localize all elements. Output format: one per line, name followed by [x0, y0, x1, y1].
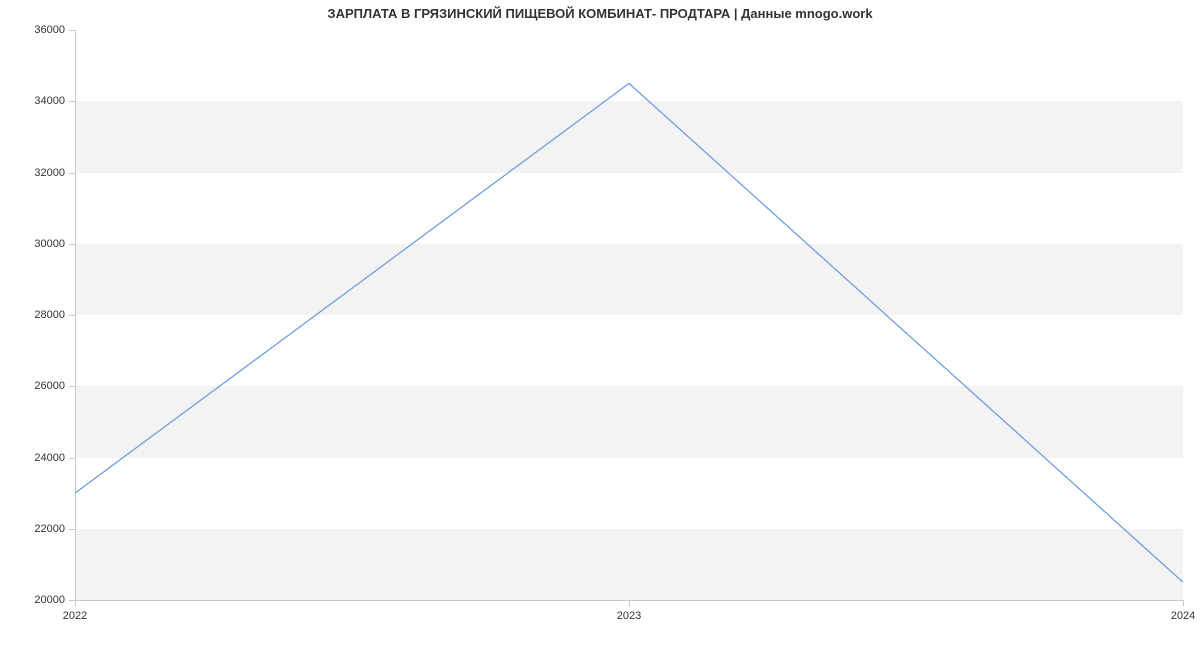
y-tick-label: 30000: [34, 238, 65, 250]
chart-title: ЗАРПЛАТА В ГРЯЗИНСКИЙ ПИЩЕВОЙ КОМБИНАТ- …: [0, 6, 1200, 21]
x-tick-label: 2023: [617, 610, 641, 622]
y-tick-label: 34000: [34, 95, 65, 107]
plot-area: 2000022000240002600028000300003200034000…: [75, 30, 1183, 600]
series-layer: [75, 30, 1183, 600]
x-tick: [1183, 600, 1184, 606]
y-tick-label: 28000: [34, 309, 65, 321]
x-tick: [75, 600, 76, 606]
series-line-salary: [75, 83, 1183, 582]
y-tick-label: 32000: [34, 167, 65, 179]
y-tick-label: 36000: [34, 24, 65, 36]
chart-container: { "chart": { "type": "line", "title": "З…: [0, 0, 1200, 650]
y-tick-label: 26000: [34, 380, 65, 392]
y-tick-label: 22000: [34, 523, 65, 535]
x-tick-label: 2024: [1171, 610, 1195, 622]
y-tick-label: 20000: [34, 594, 65, 606]
x-tick-label: 2022: [63, 610, 87, 622]
y-tick-label: 24000: [34, 452, 65, 464]
x-tick: [629, 600, 630, 606]
